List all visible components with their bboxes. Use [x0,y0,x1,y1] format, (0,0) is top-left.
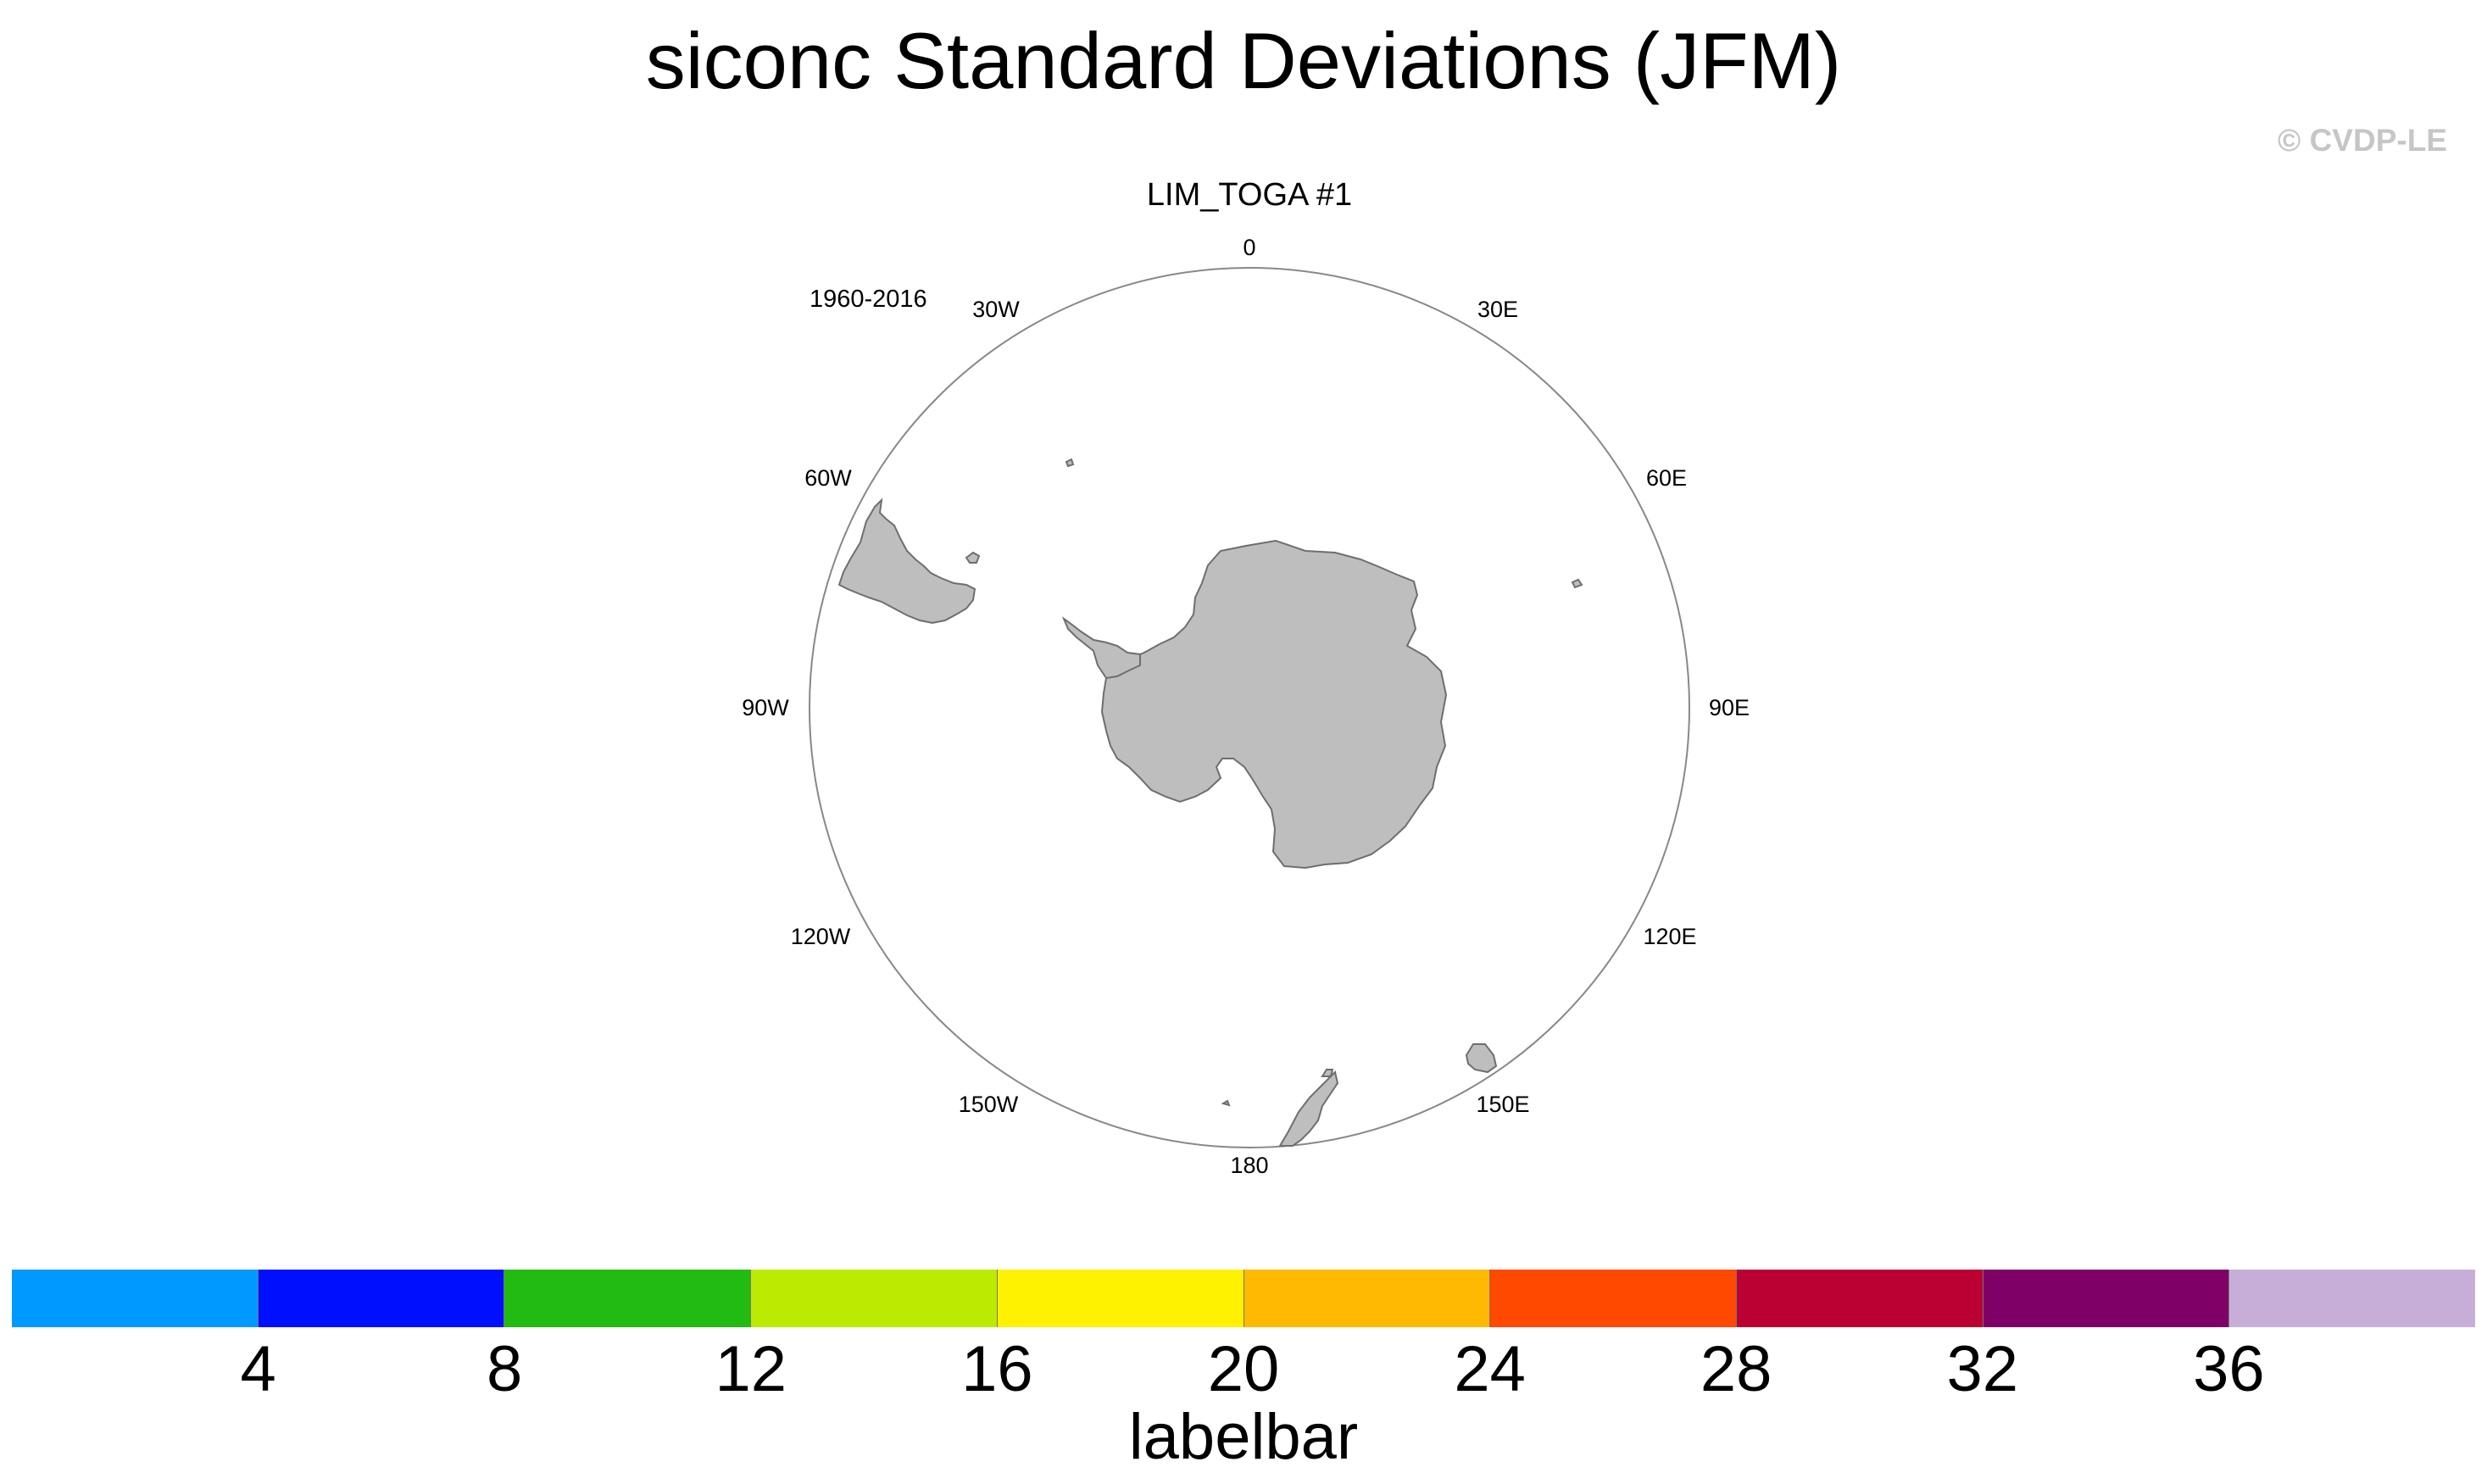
panel-period: 1960-2016 [810,286,927,313]
land-masses [837,458,1583,1147]
labelbar-box [750,1270,997,1327]
lon-label-90w: 90W [742,695,789,720]
labelbar-tick-label: 8 [487,1333,523,1405]
lon-label-120e: 120E [1643,924,1696,949]
lon-label-180: 180 [1230,1153,1268,1178]
falkland-islands [965,551,981,564]
lon-label-0: 0 [1243,235,1255,260]
antarctic-peninsula [1061,616,1141,680]
labelbar-tick-label: 36 [2193,1333,2265,1405]
copyright-label: © CVDP-LE [2278,123,2447,158]
subantarctic-islet [1221,1099,1231,1107]
lon-label-30w: 30W [972,297,1020,322]
labelbar-box [2228,1270,2476,1327]
polar-map: LIM_TOGA #1 1960-2016 0 30E 60E 90E 120E… [742,177,1750,1178]
labelbar-box [257,1270,504,1327]
labelbar-tick-label: 4 [240,1333,276,1405]
plot-title: siconc Standard Deviations (JFM) [645,16,1842,105]
labelbar-box [996,1270,1244,1327]
lon-label-60e: 60E [1646,465,1687,491]
labelbar-box [12,1270,258,1327]
south-america [837,497,976,625]
lon-label-120w: 120W [791,924,851,949]
lon-label-150e: 150E [1476,1092,1529,1117]
labelbar-tick-label: 32 [1946,1333,2019,1405]
tasmania [1465,1043,1498,1074]
panel-subtitle: LIM_TOGA #1 [1147,177,1352,213]
antarctica [1100,539,1448,870]
lon-label-150w: 150W [959,1092,1019,1117]
new-zealand-south [1278,1070,1339,1147]
lon-label-90e: 90E [1709,695,1750,720]
labelbar-tick-label: 28 [1700,1333,1772,1405]
new-zealand-north [1321,1069,1334,1077]
labelbar-tick-label: 24 [1454,1333,1526,1405]
labelbar-tick-label: 16 [961,1333,1033,1405]
lon-label-30e: 30E [1477,297,1518,322]
labelbar-box [1982,1270,2229,1327]
south-georgia [1065,458,1075,468]
longitude-labels: 0 30E 60E 90E 120E 150E 180 150W 120W 90… [742,235,1750,1178]
lon-label-60w: 60W [804,465,852,491]
labelbar-box [504,1270,751,1327]
kerguelen [1571,578,1583,589]
labelbar-box [1243,1270,1490,1327]
labelbar-box [1735,1270,1983,1327]
labelbar-tick-label: 12 [715,1333,787,1405]
labelbar-box [1489,1270,1736,1327]
color-labelbar [12,1270,2476,1327]
labelbar-tick-label: 20 [1207,1333,1280,1405]
labelbar-title: labelbar [1128,1401,1359,1473]
